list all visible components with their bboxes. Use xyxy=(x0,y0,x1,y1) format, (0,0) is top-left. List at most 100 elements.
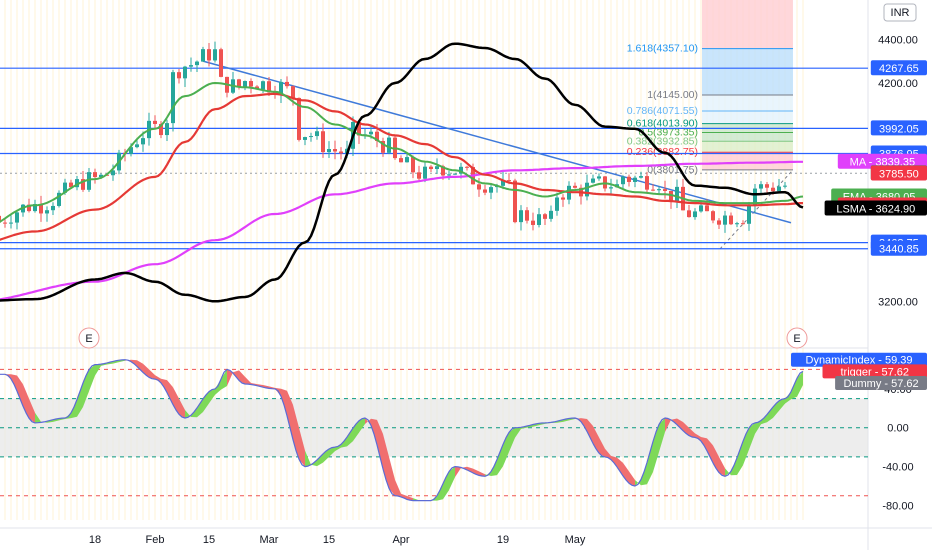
price-tag-bg xyxy=(870,60,927,76)
candle-body xyxy=(639,176,643,178)
osc-fill xyxy=(677,418,683,431)
osc-fill xyxy=(767,407,773,423)
candle-body xyxy=(729,215,733,225)
osc-fill xyxy=(83,369,89,407)
time-tick: Mar xyxy=(260,534,279,546)
osc-fill xyxy=(587,419,593,444)
osc-fill xyxy=(443,471,449,500)
candle-body xyxy=(33,204,37,212)
price-tick: 4200.00 xyxy=(878,78,918,90)
candle-body xyxy=(243,81,247,88)
candle-body xyxy=(525,210,529,221)
osc-fill xyxy=(77,383,83,417)
time-tick: 15 xyxy=(203,534,215,546)
candle-body xyxy=(51,205,55,211)
candle-body xyxy=(429,166,433,170)
osc-fill xyxy=(713,445,719,473)
candle-body xyxy=(279,81,283,95)
candle-body xyxy=(777,186,781,192)
fib-label: 0.5(3973.35) xyxy=(638,126,698,138)
candle-body xyxy=(555,197,559,211)
osc-fill xyxy=(773,400,779,418)
candle-body xyxy=(597,176,601,179)
moving-averages xyxy=(0,42,804,303)
candle-body xyxy=(249,81,253,87)
candle-body xyxy=(375,131,379,142)
candle-body xyxy=(645,176,649,190)
osc-fill xyxy=(203,391,209,412)
candle-body xyxy=(321,131,325,153)
osc-fill xyxy=(449,466,455,491)
osc-tag-bg xyxy=(835,376,927,391)
candle-body xyxy=(705,205,709,212)
osc-fill xyxy=(455,466,461,478)
candle-body xyxy=(357,121,361,136)
price-tag-label: 3440.85 xyxy=(879,244,919,256)
osc-fill xyxy=(143,363,149,378)
candle-body xyxy=(369,131,373,135)
candle-body xyxy=(111,170,115,176)
osc-fill xyxy=(683,422,689,436)
currency-label[interactable]: INR xyxy=(891,7,910,19)
candle-body xyxy=(633,177,637,182)
candle-body xyxy=(717,220,721,225)
candle-body xyxy=(489,187,493,193)
oscillator-pane xyxy=(0,359,868,502)
price-tag-label: 3992.05 xyxy=(879,123,919,135)
candle-body xyxy=(435,166,439,170)
candle-body xyxy=(663,189,667,191)
osc-tag-label: trigger - 57.62 xyxy=(841,366,909,378)
time-tick: May xyxy=(565,534,586,546)
price-tick: 4400.00 xyxy=(878,34,918,46)
price-tag-label: 3785.50 xyxy=(879,168,919,180)
candle-body xyxy=(507,180,511,182)
candle-body xyxy=(621,176,625,185)
osc-fill xyxy=(755,420,761,434)
osc-fill xyxy=(497,444,503,476)
fib-zone-236 xyxy=(702,152,793,170)
axes: INR 4400.004200.003200.0040.000.00-40.00… xyxy=(89,3,918,546)
osc-tick: 0.00 xyxy=(887,423,908,435)
osc-fill xyxy=(503,432,509,467)
candle-body xyxy=(585,182,589,197)
fib-label: 0.382(3932.85) xyxy=(627,135,698,147)
osc-fill xyxy=(467,466,473,473)
candle-body xyxy=(219,49,223,77)
time-tick: 19 xyxy=(497,534,509,546)
candle-body xyxy=(537,214,541,225)
osc-fill xyxy=(485,471,491,477)
candle-body xyxy=(69,182,73,188)
candle-body xyxy=(177,72,181,79)
candle-body xyxy=(711,211,715,221)
osc-fill xyxy=(479,471,485,477)
candle-body xyxy=(657,189,661,191)
osc-fill xyxy=(329,447,335,457)
osc-fill xyxy=(323,449,329,463)
osc-fill xyxy=(185,410,191,418)
osc-fill xyxy=(719,456,725,477)
osc-tag-label: DynamicIndex - 59.39 xyxy=(806,355,913,367)
candle-body xyxy=(723,215,727,225)
candle-body xyxy=(195,61,199,66)
candle-body xyxy=(303,137,307,140)
ema-green-line xyxy=(0,82,804,223)
candle-body xyxy=(531,220,535,225)
candle-body xyxy=(129,147,133,155)
candle-body xyxy=(153,120,157,124)
osc-fill xyxy=(797,371,803,397)
osc-fill xyxy=(689,427,695,438)
osc-tag-bg xyxy=(822,364,927,379)
candle-body xyxy=(699,205,703,212)
candle-body xyxy=(201,49,205,62)
event-marker-label: E xyxy=(85,333,92,345)
trend-line xyxy=(202,60,792,224)
candle-body xyxy=(417,172,421,179)
candle-body xyxy=(399,158,403,163)
candle-body xyxy=(675,186,679,202)
time-tick: Feb xyxy=(146,534,165,546)
candle-body xyxy=(561,197,565,200)
osc-fill xyxy=(737,441,743,475)
candle-body xyxy=(159,123,163,136)
osc-fill xyxy=(347,428,353,447)
